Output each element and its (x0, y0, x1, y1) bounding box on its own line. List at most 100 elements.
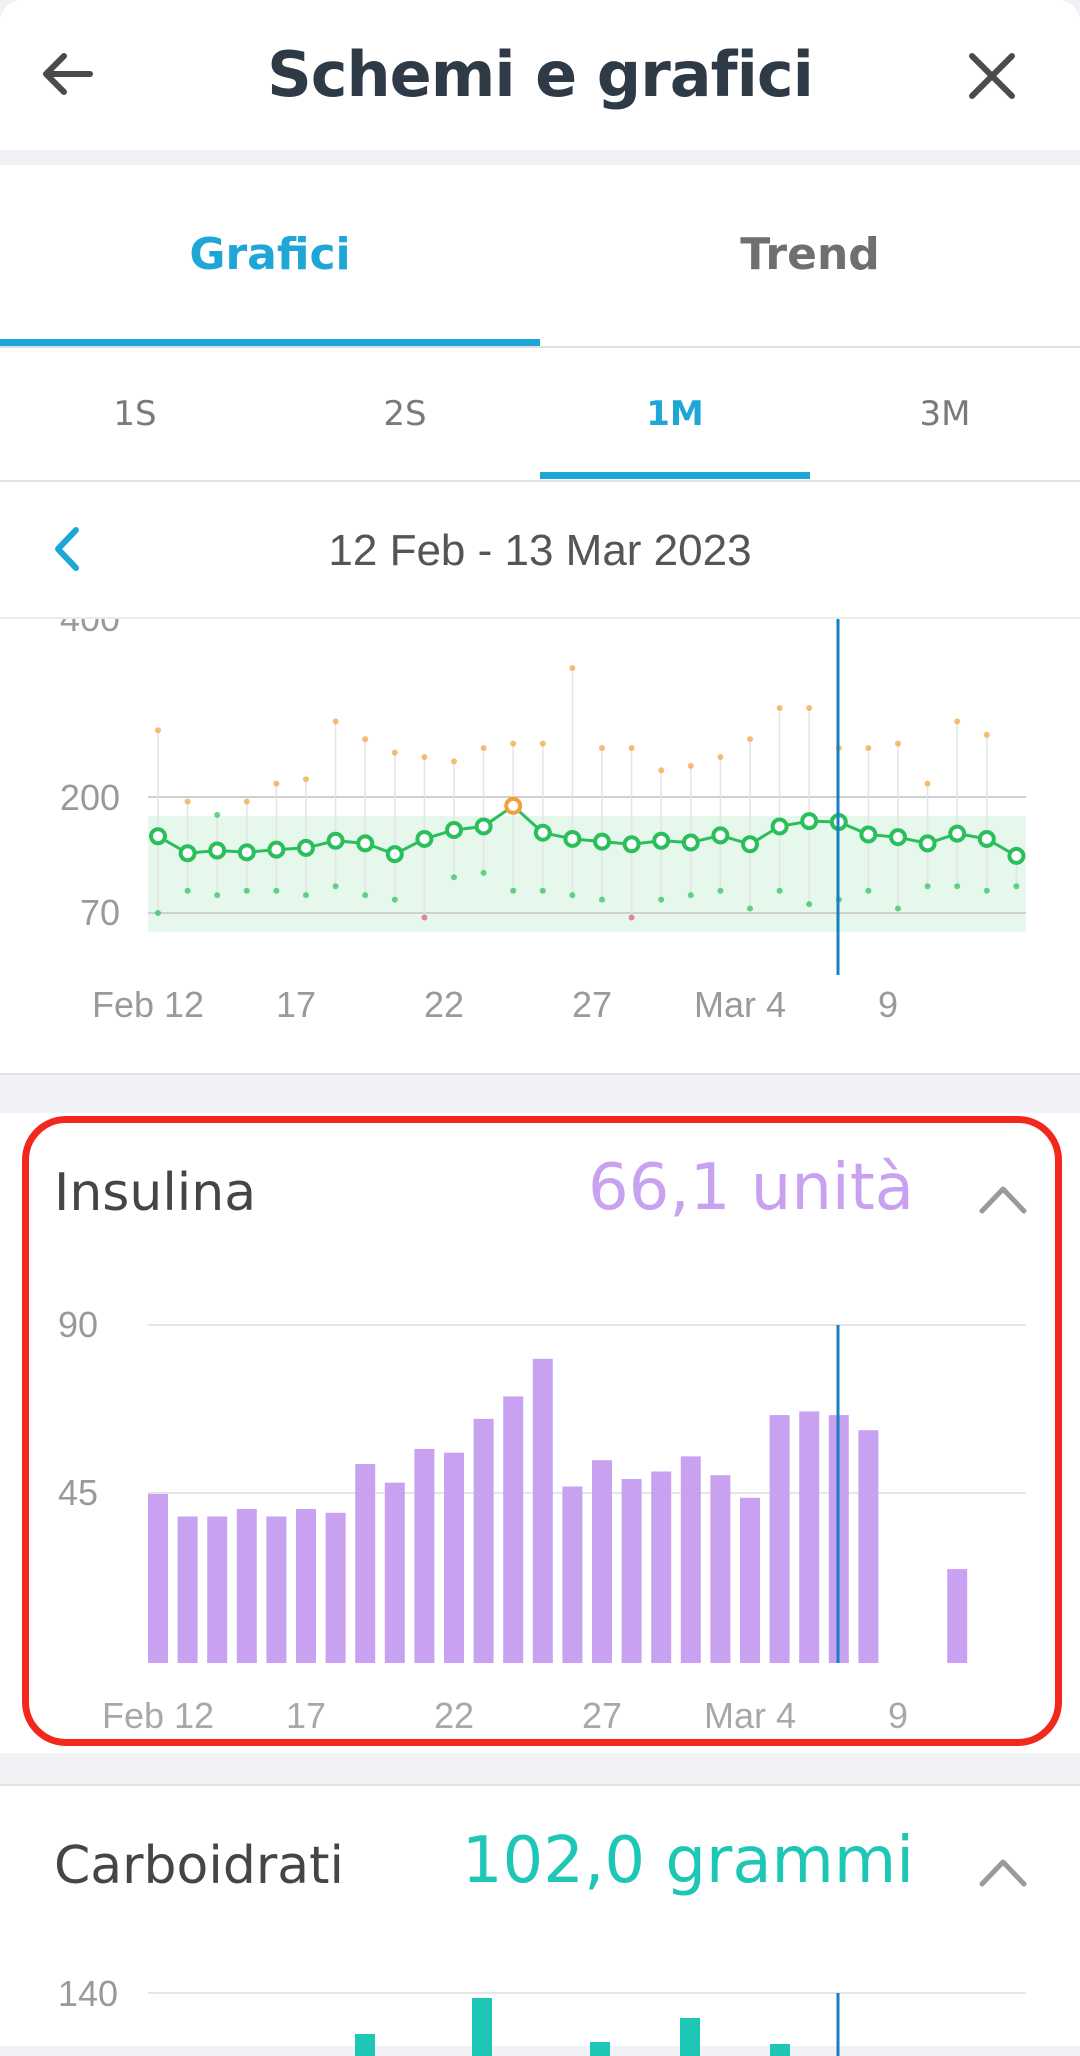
bar (858, 1430, 879, 1663)
bar (384, 1482, 405, 1663)
high-point (806, 705, 813, 711)
data-point (1007, 846, 1026, 865)
insulin-bar-chart[interactable]: 90 45 Feb 12 17 22 27 Mar 4 9 (0, 1263, 1080, 1743)
bar (590, 2042, 610, 2056)
chevron-up-icon[interactable] (978, 1181, 1028, 1215)
data-point (711, 826, 730, 845)
back-arrow-icon[interactable] (38, 48, 98, 100)
high-point (717, 753, 724, 760)
x-tick-label: 27 (572, 984, 612, 1025)
high-point (865, 745, 872, 752)
data-point (326, 831, 345, 850)
bar (532, 1358, 553, 1663)
bar (473, 1418, 494, 1663)
bar (503, 1396, 524, 1663)
active-range-indicator (540, 472, 810, 479)
active-tab-indicator (0, 339, 540, 346)
data-point (622, 835, 641, 854)
bar (562, 1486, 583, 1663)
bar (414, 1448, 435, 1663)
high-point (184, 798, 191, 805)
bar (355, 1464, 376, 1663)
glucose-chart-card: 400 200 70 Feb 12 17 22 27 Mar 4 9 (0, 598, 1080, 1075)
y-tick-label: 200 (60, 777, 120, 818)
low-point (983, 887, 990, 894)
high-point (421, 753, 428, 760)
range-2s[interactable]: 2S (383, 394, 427, 434)
low-point (628, 914, 635, 921)
chevron-left-icon[interactable] (48, 524, 88, 574)
low-point (332, 883, 339, 890)
glucose-chart[interactable]: 400 200 70 Feb 12 17 22 27 Mar 4 9 (0, 598, 1080, 1073)
data-point (385, 845, 404, 864)
close-icon[interactable] (962, 46, 1022, 106)
bar (236, 1509, 257, 1663)
low-point (865, 887, 872, 894)
data-point (741, 835, 759, 854)
high-point (658, 767, 665, 774)
data-point (504, 796, 523, 815)
high-point (924, 780, 931, 787)
chevron-up-icon[interactable] (978, 1854, 1028, 1888)
data-point (208, 841, 227, 860)
insulin-card: Insulina 66,1 unità 90 45 Feb 12 17 22 2… (0, 1113, 1080, 1753)
data-point (563, 829, 582, 848)
high-point (391, 749, 398, 756)
y-tick-label: 70 (80, 892, 120, 933)
tabs-divider (0, 346, 1080, 348)
y-tick-label: 45 (58, 1472, 98, 1513)
low-point (510, 887, 517, 894)
bar (710, 1475, 731, 1663)
data-point (652, 831, 671, 850)
data-point (297, 838, 315, 857)
page-title: Schemi e grafici (267, 38, 814, 111)
low-point (924, 883, 931, 890)
bar (325, 1512, 346, 1663)
low-point (806, 901, 813, 908)
high-point (747, 736, 753, 743)
range-1m[interactable]: 1M (646, 394, 704, 434)
high-point (451, 758, 457, 765)
data-point (445, 821, 463, 840)
low-point (303, 892, 309, 899)
insulin-title: Insulina (54, 1163, 257, 1223)
bar (680, 1456, 701, 1663)
high-point (303, 776, 309, 783)
high-point (954, 718, 961, 725)
low-point (599, 896, 605, 903)
y-tick-label: 400 (60, 619, 120, 639)
bar (769, 1415, 790, 1663)
bar (740, 1497, 760, 1663)
high-point (628, 745, 635, 752)
x-tick-label: 22 (424, 984, 464, 1025)
bar (592, 1460, 612, 1663)
bar (680, 2018, 700, 2056)
x-tick-label: 27 (582, 1695, 622, 1736)
low-point (539, 887, 546, 894)
bar (177, 1516, 198, 1663)
high-point (687, 762, 694, 769)
low-point (687, 892, 694, 899)
range-1s[interactable]: 1S (113, 394, 157, 434)
bar (207, 1516, 228, 1663)
x-tick-label: Feb 12 (92, 984, 204, 1025)
tab-grafici[interactable]: Grafici (189, 229, 351, 280)
low-point (954, 883, 961, 890)
data-point (593, 832, 611, 851)
data-point (681, 833, 700, 852)
high-point (480, 745, 487, 752)
bar (651, 1471, 672, 1663)
bar (770, 2044, 790, 2056)
data-point (267, 840, 286, 859)
bar (472, 1998, 492, 2056)
high-point (243, 798, 250, 805)
bar (444, 1452, 464, 1663)
range-3m[interactable]: 3M (919, 394, 971, 434)
low-point (747, 905, 753, 912)
low-point (658, 896, 665, 903)
x-tick-label: 9 (878, 984, 898, 1025)
data-point (800, 812, 819, 831)
carbs-bar-chart[interactable]: 140 (0, 1936, 1080, 2056)
tab-trend[interactable]: Trend (740, 229, 880, 280)
x-tick-label: Mar 4 (704, 1695, 796, 1736)
